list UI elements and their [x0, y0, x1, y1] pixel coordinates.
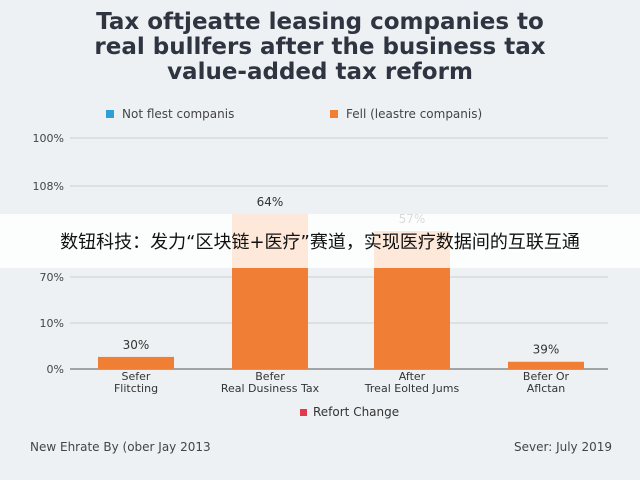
bottom-legend-label: Refort Change — [313, 405, 400, 419]
legend-label-2: Fell (leastre companis) — [346, 107, 483, 121]
y-tick-label: 0% — [47, 363, 64, 376]
footer-right: Sever: July 2019 — [514, 440, 612, 454]
chart-title-line-3: value-added tax reform — [167, 59, 473, 85]
chart-title-line-1: Tax oftjeatte leasing companies to — [96, 9, 544, 35]
x-tick-label: Treal Eolted Jums — [364, 382, 460, 395]
y-tick-label: 108% — [33, 180, 64, 193]
x-tick-label: Sefer — [122, 370, 151, 383]
x-tick-label: After — [399, 370, 426, 383]
value-label: 30% — [123, 338, 150, 352]
bottom-legend-swatch — [300, 408, 307, 416]
footer-left: New Ehrate By (ober Jay 2013 — [30, 440, 211, 454]
headline-text: 数钮科技：发力“区块链+医疗”赛道，实现医疗数据间的互联互通 — [60, 232, 580, 253]
legend-item-2: Fell (leastre companis) — [330, 107, 482, 121]
headline-banner: 数钮科技：发力“区块链+医疗”赛道，实现医疗数据间的互联互通 — [0, 214, 640, 268]
bottom-legend: Refort Change — [300, 405, 399, 419]
legend-swatch-1 — [106, 110, 114, 118]
legend-item-1: Not flest companis — [106, 107, 234, 121]
bar — [508, 361, 584, 369]
y-tick-label: 10% — [40, 317, 64, 330]
y-tick-label: 70% — [40, 271, 64, 284]
x-tick-label: Real Dusiness Tax — [221, 382, 320, 395]
chart-title-line-2: real bullfers after the business tax — [94, 34, 546, 60]
value-label: 64% — [257, 195, 284, 209]
y-tick-label: 100% — [33, 132, 64, 145]
value-label: 39% — [533, 343, 560, 357]
x-tick-label: Aflctan — [527, 382, 566, 395]
x-tick-label: Befer Or — [523, 370, 570, 383]
bar — [98, 356, 174, 369]
x-tick-label: Befer — [255, 370, 285, 383]
legend-label-1: Not flest companis — [122, 107, 235, 121]
x-tick-label: Flitcting — [114, 382, 158, 395]
chart-title: Tax oftjeatte leasing companies to real … — [0, 10, 640, 85]
legend-swatch-2 — [330, 110, 338, 118]
